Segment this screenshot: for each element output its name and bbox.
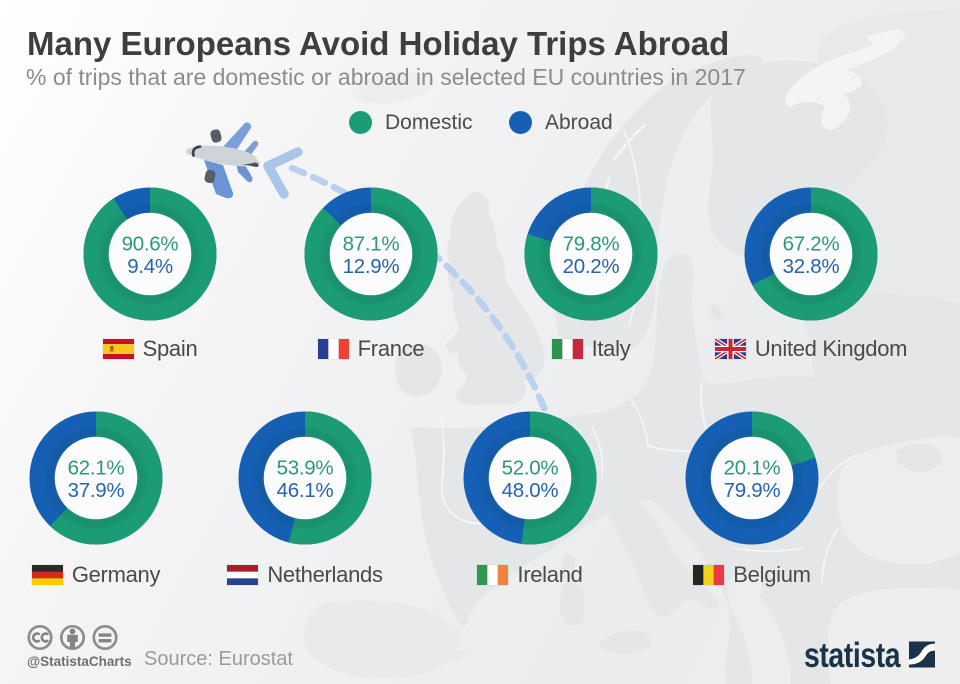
svg-text:32.8%: 32.8% <box>783 255 840 278</box>
svg-text:53.9%: 53.9% <box>277 457 334 480</box>
svg-text:37.9%: 37.9% <box>68 479 125 502</box>
svg-text:87.1%: 87.1% <box>343 233 400 256</box>
svg-text:79.8%: 79.8% <box>563 233 620 256</box>
svg-text:statista: statista <box>804 635 902 675</box>
svg-text:62.1%: 62.1% <box>68 457 125 480</box>
svg-text:67.2%: 67.2% <box>783 233 840 256</box>
svg-text:20.2%: 20.2% <box>563 255 620 278</box>
svg-text:48.0%: 48.0% <box>502 479 559 502</box>
svg-text:79.9%: 79.9% <box>724 479 781 502</box>
svg-text:20.1%: 20.1% <box>724 457 781 480</box>
svg-text:12.9%: 12.9% <box>343 255 400 278</box>
svg-text:90.6%: 90.6% <box>122 233 179 256</box>
svg-text:52.0%: 52.0% <box>502 457 559 480</box>
svg-text:9.4%: 9.4% <box>127 255 173 278</box>
svg-text:46.1%: 46.1% <box>277 479 334 502</box>
